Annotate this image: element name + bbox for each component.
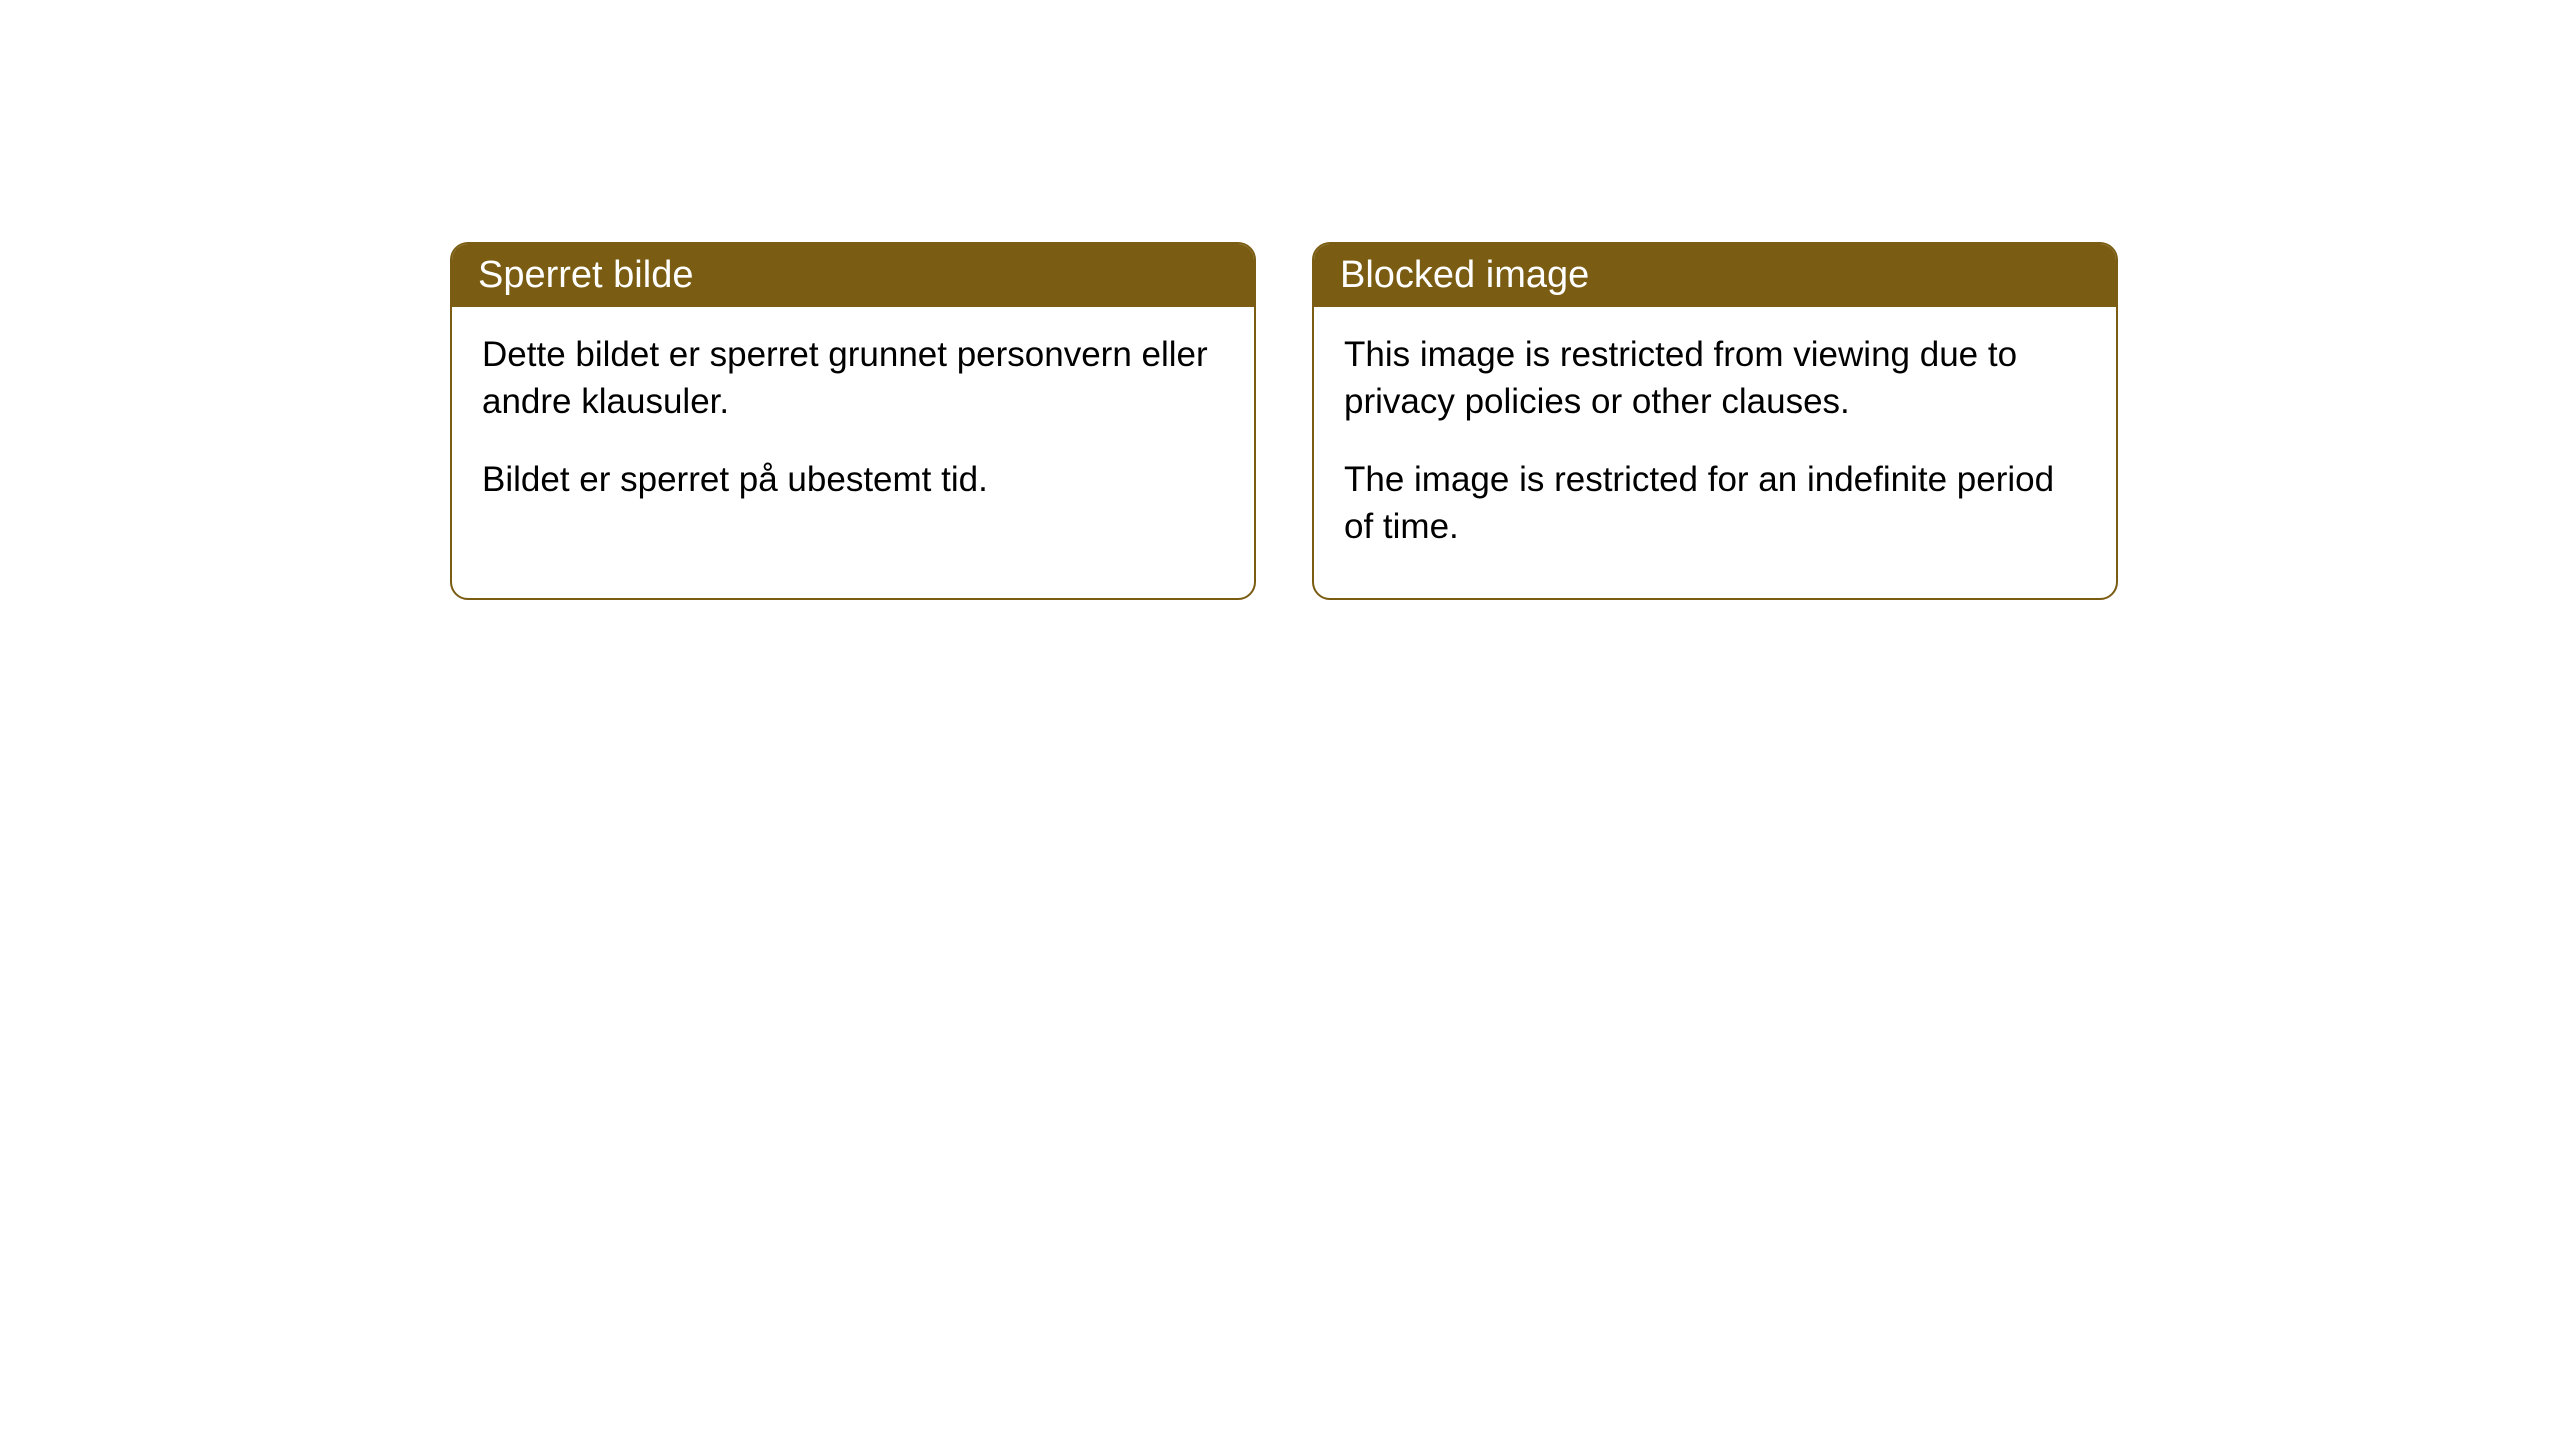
notice-paragraph-2: The image is restricted for an indefinit… bbox=[1344, 456, 2086, 551]
card-title: Sperret bilde bbox=[478, 254, 693, 296]
card-body-english: This image is restricted from viewing du… bbox=[1314, 307, 2116, 598]
card-header-english: Blocked image bbox=[1314, 244, 2116, 307]
blocked-image-card-english: Blocked image This image is restricted f… bbox=[1312, 242, 2118, 600]
notice-paragraph-2: Bildet er sperret på ubestemt tid. bbox=[482, 456, 1224, 503]
card-title: Blocked image bbox=[1340, 254, 1589, 296]
blocked-image-card-norwegian: Sperret bilde Dette bildet er sperret gr… bbox=[450, 242, 1256, 600]
notice-cards-container: Sperret bilde Dette bildet er sperret gr… bbox=[450, 242, 2118, 600]
card-header-norwegian: Sperret bilde bbox=[452, 244, 1254, 307]
notice-paragraph-1: This image is restricted from viewing du… bbox=[1344, 331, 2086, 426]
card-body-norwegian: Dette bildet er sperret grunnet personve… bbox=[452, 307, 1254, 551]
notice-paragraph-1: Dette bildet er sperret grunnet personve… bbox=[482, 331, 1224, 426]
